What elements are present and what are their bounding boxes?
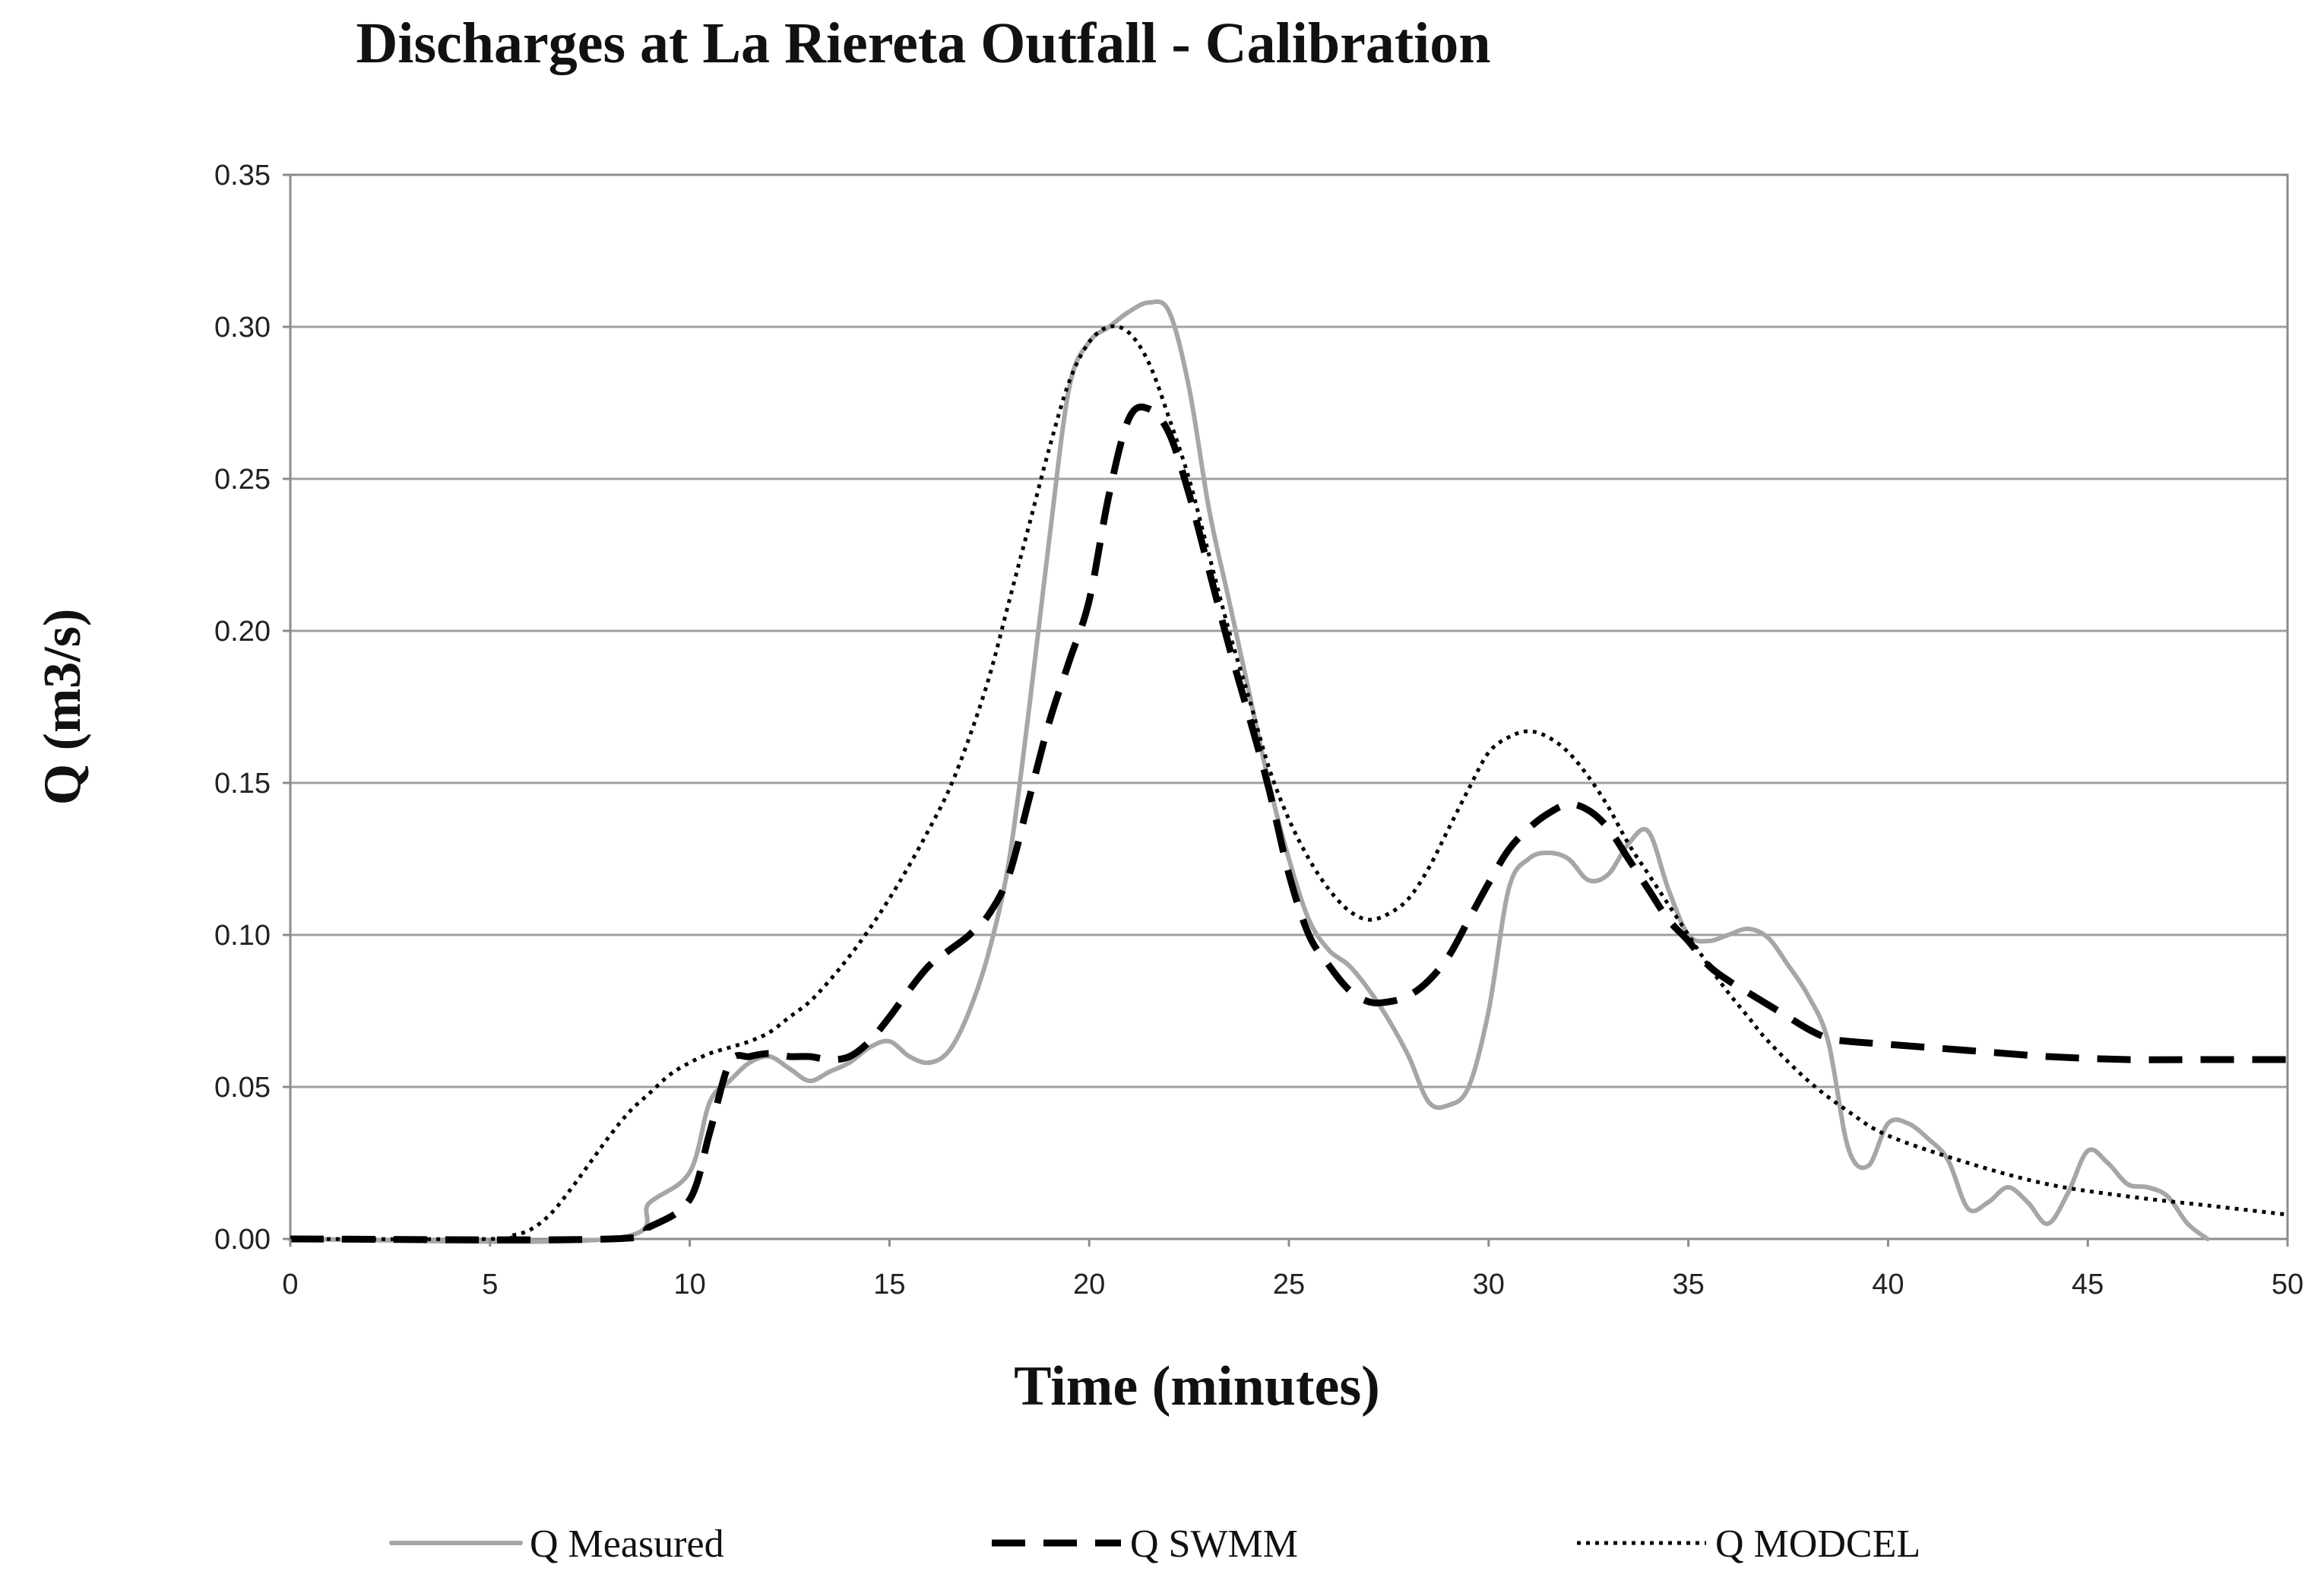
series-lines [288, 299, 2288, 1244]
series-line-q-swmm [290, 403, 2288, 1244]
y-axis-ticks: 0.00 0.05 0.10 0.15 0.20 0.25 0.30 0.35 [214, 160, 290, 1256]
y-tick-label-5: 0.25 [214, 464, 271, 496]
y-tick-label-1: 0.05 [214, 1072, 271, 1104]
y-axis-title: Q (m3/s) [33, 609, 92, 806]
x-axis-ticks: 0 5 10 15 20 25 30 35 40 45 50 [282, 1239, 2303, 1301]
y-tick-label-2: 0.10 [214, 920, 271, 952]
series-line-q-measured [288, 299, 2210, 1244]
x-tick-label-4: 20 [1073, 1269, 1105, 1301]
legend-label-q-measured: Q Measured [530, 1522, 724, 1566]
x-tick-label-0: 0 [282, 1269, 298, 1301]
y-tick-label-4: 0.20 [214, 616, 271, 648]
y-tick-label-7: 0.35 [214, 160, 271, 192]
y-tick-label-3: 0.15 [214, 768, 271, 800]
x-tick-label-8: 40 [1872, 1269, 1904, 1301]
x-tick-label-6: 30 [1473, 1269, 1505, 1301]
y-tick-label-0: 0.00 [214, 1224, 271, 1256]
legend-label-q-swmm: Q SWMM [1130, 1522, 1298, 1566]
series-line-q-modcel [290, 324, 2288, 1241]
x-tick-label-9: 45 [2072, 1269, 2104, 1301]
legend-label-q-modcel: Q MODCEL [1715, 1522, 1920, 1566]
grid-lines [290, 325, 2288, 1088]
chart-title: Discharges at La Riereta Outfall - Calib… [356, 11, 1491, 75]
x-tick-label-5: 25 [1273, 1269, 1305, 1301]
x-axis-title: Time (minutes) [1014, 1355, 1380, 1418]
x-tick-label-10: 50 [2272, 1269, 2303, 1301]
y-tick-label-6: 0.30 [214, 312, 271, 344]
x-tick-label-3: 15 [873, 1269, 905, 1301]
x-tick-label-1: 5 [482, 1269, 498, 1301]
x-tick-label-7: 35 [1672, 1269, 1704, 1301]
plot-area [289, 173, 2289, 1240]
legend: Q Measured Q SWMM Q MODCEL [389, 1522, 1920, 1566]
x-tick-label-2: 10 [673, 1269, 705, 1301]
